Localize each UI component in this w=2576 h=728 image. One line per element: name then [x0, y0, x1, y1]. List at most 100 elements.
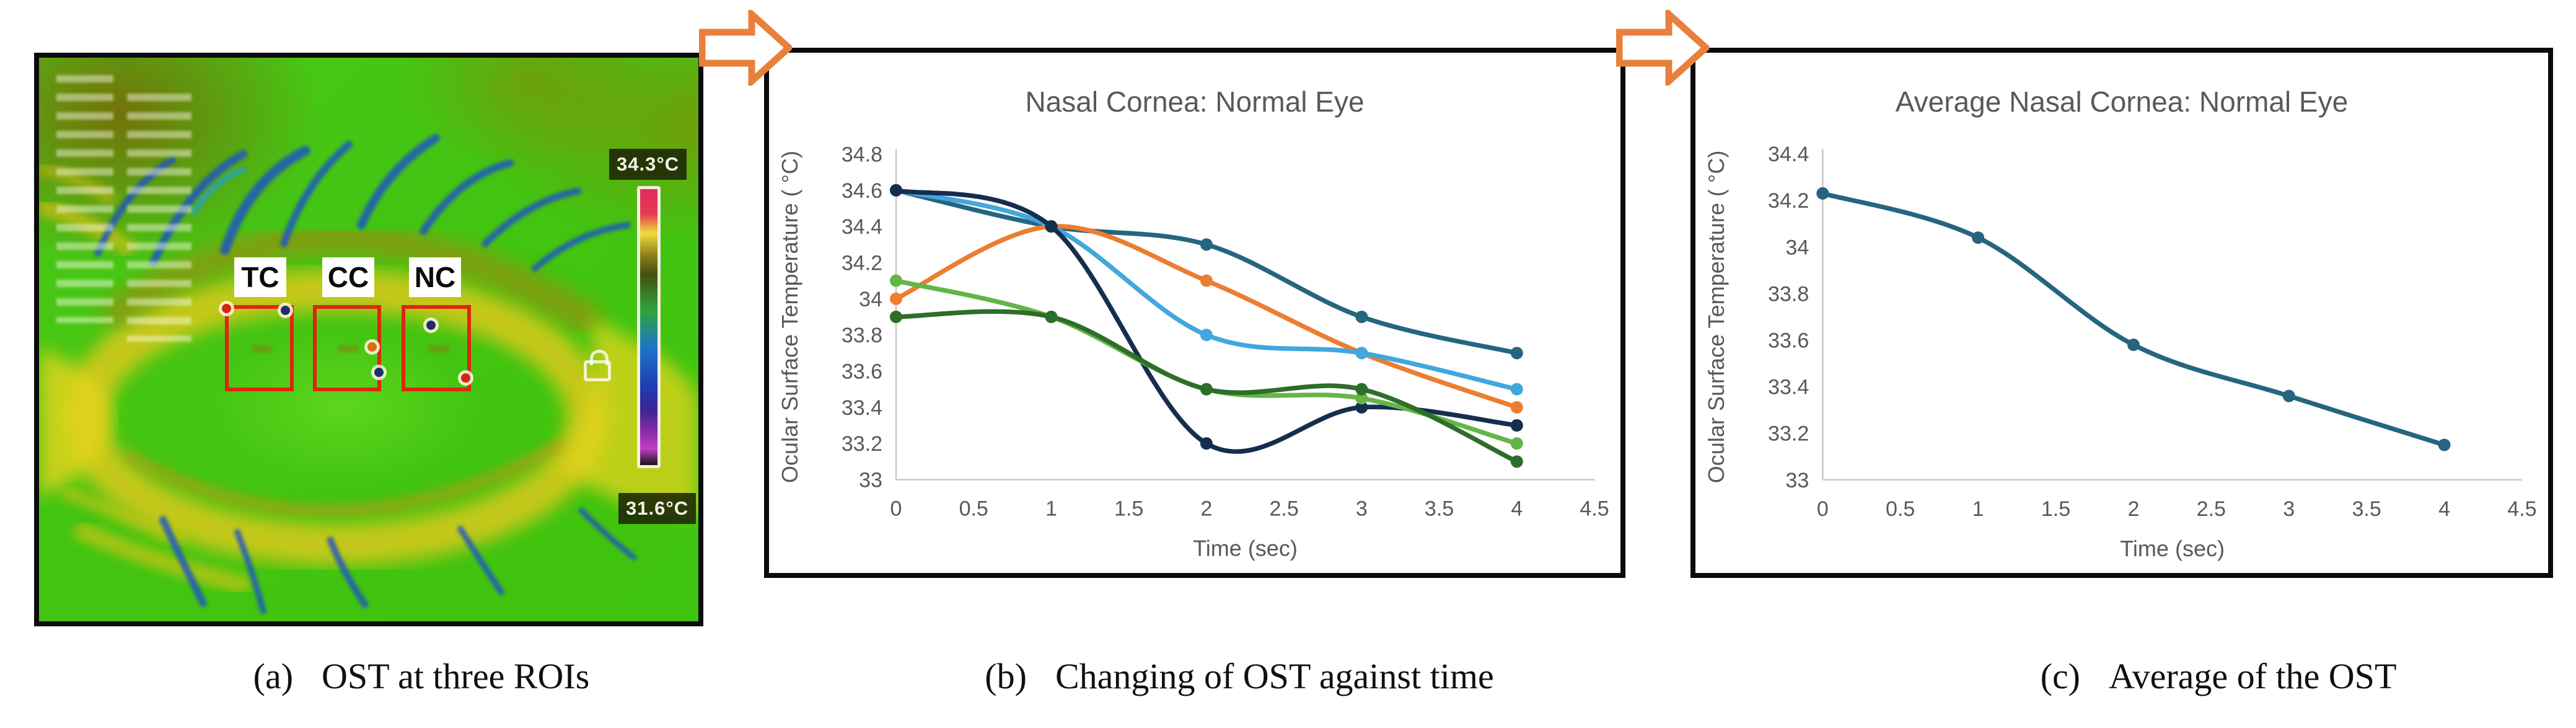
svg-text:33.2: 33.2 [842, 432, 882, 456]
svg-text:4.5: 4.5 [1580, 497, 1609, 521]
svg-text:34.8: 34.8 [842, 143, 882, 167]
svg-text:0: 0 [1817, 497, 1829, 521]
svg-text:3: 3 [2283, 497, 2295, 521]
series-line-trial-teal [894, 188, 1519, 356]
svg-text:33: 33 [1785, 469, 1809, 492]
caption-a: (a) OST at three ROIs [112, 642, 731, 710]
scale-min-temperature: 31.6°C [618, 493, 697, 524]
thermal-image: TC CC NC 34.3°C 31.6°C [39, 58, 698, 621]
thermal-image-panel: TC CC NC 34.3°C 31.6°C [34, 53, 703, 626]
spot-marker-navy-tc [281, 306, 290, 315]
svg-text:0.5: 0.5 [1886, 497, 1915, 521]
svg-text:33.2: 33.2 [1768, 422, 1809, 446]
svg-text:2: 2 [2127, 497, 2139, 521]
caption-a-text: OST at three ROIs [322, 655, 590, 696]
spot-marker-red-nc [461, 373, 470, 383]
roi-id-mark [429, 345, 450, 353]
data-point-trial-light-green [890, 274, 902, 287]
data-point-trial-teal [1200, 238, 1213, 251]
roi-box-nc [402, 305, 471, 391]
svg-text:2.5: 2.5 [1269, 497, 1298, 521]
data-point-trial-teal [1355, 311, 1368, 323]
thermal-colorbar [637, 186, 661, 468]
data-point-trial-orange [1200, 274, 1213, 287]
roi-label-cc: CC [322, 257, 374, 297]
svg-text:34.4: 34.4 [1768, 143, 1809, 166]
roi-id-mark [251, 345, 272, 353]
svg-text:33.8: 33.8 [1768, 282, 1809, 306]
gold-streak-top-left-2 [39, 162, 118, 206]
svg-text:Ocular Surface Temperature ( °: Ocular Surface Temperature ( °C) [777, 151, 802, 483]
data-point-average-nasal-cornea [2127, 338, 2140, 351]
svg-text:34.2: 34.2 [842, 252, 882, 275]
data-point-trial-orange [890, 292, 902, 305]
data-point-trial-navy [1510, 419, 1523, 432]
data-point-trial-dark-green [1200, 383, 1213, 396]
data-point-trial-light-blue [1355, 347, 1368, 360]
chart-title-b: Nasal Cornea: Normal Eye [1025, 86, 1365, 118]
svg-text:33.4: 33.4 [1768, 376, 1809, 399]
data-point-average-nasal-cornea [1972, 231, 1985, 244]
svg-text:4: 4 [2438, 497, 2450, 521]
svg-text:0: 0 [890, 497, 902, 521]
upper-eyelashes [94, 134, 631, 272]
data-point-trial-dark-green [890, 311, 902, 323]
data-point-trial-light-green [1355, 392, 1368, 405]
svg-text:34: 34 [1785, 236, 1809, 259]
series-line-trial-light-blue [894, 188, 1519, 392]
svg-text:Time (sec): Time (sec) [2120, 536, 2225, 561]
svg-text:0.5: 0.5 [959, 497, 988, 521]
roi-box-tc [225, 305, 294, 391]
spot-marker-orange-cc [367, 342, 377, 352]
svg-text:2: 2 [1200, 497, 1212, 521]
svg-text:34.4: 34.4 [842, 215, 882, 239]
arrow-icon-a-to-b [699, 10, 792, 86]
svg-text:34.6: 34.6 [842, 179, 882, 203]
svg-text:3: 3 [1356, 497, 1368, 521]
data-point-average-nasal-cornea [2438, 438, 2451, 451]
svg-text:34: 34 [859, 288, 882, 311]
gold-streak-top-left [39, 198, 137, 258]
series-line-average-nasal-cornea [1820, 191, 2447, 448]
spot-marker-navy-nc [426, 321, 436, 330]
svg-text:4: 4 [1511, 497, 1523, 521]
upper-lid-fold [98, 224, 605, 337]
thermal-hud-readout-right [127, 94, 191, 342]
scale-max-temperature: 34.3°C [609, 149, 687, 180]
svg-text:33.6: 33.6 [1768, 329, 1809, 352]
data-point-trial-navy [1355, 401, 1368, 414]
caption-b-text: Changing of OST against time [1055, 655, 1494, 696]
gold-streak-bottom-left [73, 520, 252, 595]
caption-a-index: (a) [253, 655, 294, 696]
svg-text:33: 33 [859, 469, 882, 492]
lower-eyelashes [159, 507, 637, 614]
data-point-average-nasal-cornea [1816, 187, 1829, 200]
svg-text:1: 1 [1972, 497, 1984, 521]
data-point-trial-dark-green [1045, 311, 1058, 323]
series-line-trial-orange [894, 224, 1519, 410]
series-line-trial-light-green [894, 278, 1519, 446]
svg-text:3.5: 3.5 [2352, 497, 2381, 521]
caption-b: (b) Changing of OST against time [864, 642, 1614, 710]
caption-c: (c) Average of the OST [1850, 642, 2576, 710]
svg-text:1.5: 1.5 [1114, 497, 1143, 521]
data-point-trial-navy [1200, 437, 1213, 450]
svg-text:4.5: 4.5 [2507, 497, 2536, 521]
spot-marker-red-tc [222, 304, 231, 313]
gold-canthus-right [560, 318, 698, 517]
data-point-trial-dark-green [1355, 383, 1368, 396]
caption-c-index: (c) [2040, 655, 2080, 696]
svg-text:34.2: 34.2 [1768, 189, 1809, 213]
chart-panel-average-nasal-cornea: Average Nasal Cornea: Normal Eye 33 33.2 3… [1690, 48, 2553, 578]
chart-plot-area-b: 33 33.2 33.4 33.6 33.8 34 34.2 34.4 34.6 34.8 0 0.5… [769, 132, 1620, 573]
data-point-trial-light-green [1510, 437, 1523, 450]
caption-c-text: Average of the OST [2109, 655, 2397, 696]
svg-text:Ocular Surface Temperature ( °: Ocular Surface Temperature ( °C) [1703, 151, 1729, 484]
roi-box-cc [313, 305, 381, 391]
data-point-average-nasal-cornea [2282, 389, 2295, 402]
svg-text:33.6: 33.6 [842, 360, 882, 384]
data-point-trial-light-blue [1510, 383, 1523, 396]
data-point-trial-orange [1510, 401, 1523, 414]
